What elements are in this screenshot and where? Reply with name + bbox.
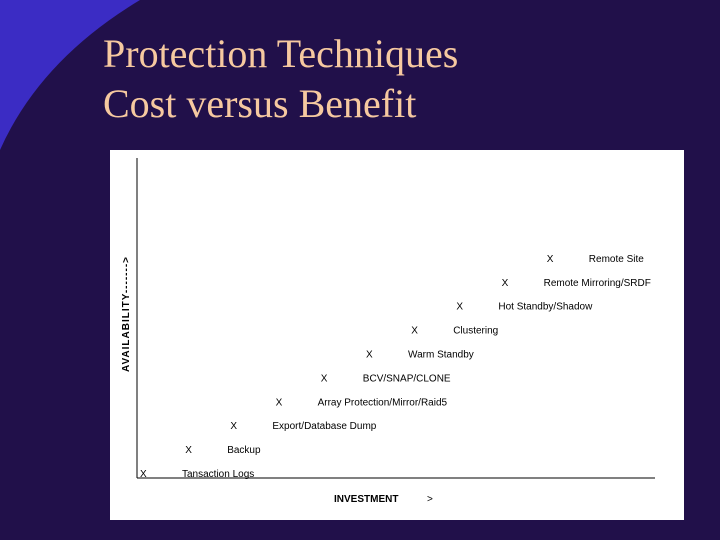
decorative-arc [0, 0, 140, 150]
point-label: Tansaction Logs [182, 469, 254, 480]
point-label: Remote Mirroring/SRDF [544, 278, 651, 289]
point-marker: X [321, 373, 328, 384]
point-marker: X [547, 254, 554, 265]
point-label: Export/Database Dump [272, 421, 376, 432]
point-label: Array Protection/Mirror/Raid5 [318, 397, 448, 408]
point-marker: X [502, 278, 509, 289]
points-group: X Tansaction Logs X Backup X Export/Database … [140, 254, 651, 480]
slide-title-line-2: Cost versus Benefit [103, 81, 417, 126]
point-marker: X [185, 445, 192, 456]
y-axis-label: AVAILABILITY-------> [121, 256, 132, 372]
chart-svg: AVAILABILITY-------> INVESTMENT > X Tansa… [121, 158, 655, 505]
point-marker: X [411, 326, 418, 337]
point-label: Hot Standby/Shadow [498, 302, 593, 313]
point-label: Remote Site [589, 254, 644, 265]
point-marker: X [276, 397, 283, 408]
point-marker: X [140, 469, 147, 480]
point-label: Clustering [453, 326, 498, 337]
point-label: Backup [227, 445, 261, 456]
x-axis-arrow: > [427, 494, 433, 505]
x-axis-label: INVESTMENT [334, 494, 398, 505]
point-marker: X [230, 421, 237, 432]
point-label: BCV/SNAP/CLONE [363, 373, 451, 384]
point-marker: X [366, 350, 373, 361]
point-label: Warm Standby [408, 350, 474, 361]
slide-title-line-1: Protection Techniques [103, 31, 459, 76]
point-marker: X [456, 302, 463, 313]
chart-panel: AVAILABILITY-------> INVESTMENT > X Tansa… [110, 150, 684, 520]
